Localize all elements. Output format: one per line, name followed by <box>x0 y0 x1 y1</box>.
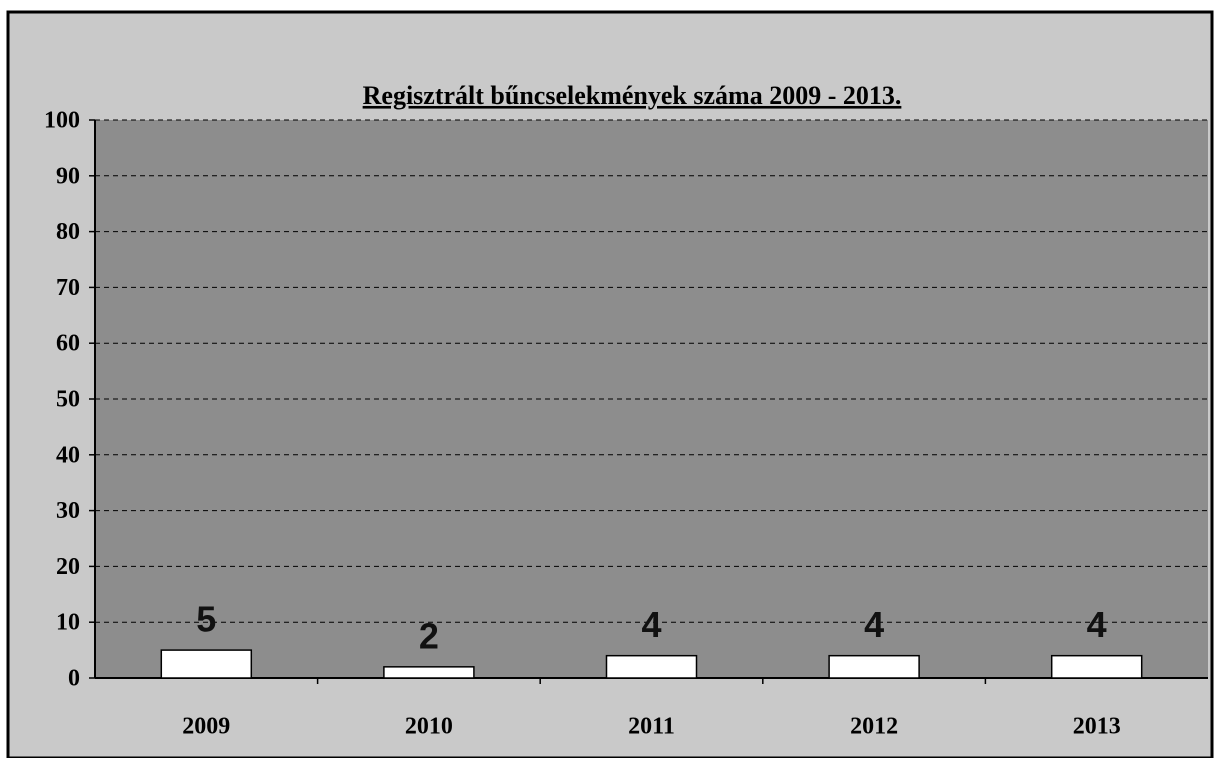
y-tick-label: 10 <box>56 610 80 636</box>
data-label: 4 <box>864 604 884 645</box>
y-tick-label: 90 <box>56 163 80 189</box>
data-label: 5 <box>196 599 216 640</box>
x-tick-label: 2012 <box>850 714 898 740</box>
y-tick-label: 50 <box>56 387 80 413</box>
chart-title: Regisztrált bűncselekmények száma 2009 -… <box>363 81 902 110</box>
y-tick-label: 80 <box>56 219 80 245</box>
bar <box>160 649 253 679</box>
y-tick-label: 70 <box>56 275 80 301</box>
bar <box>383 666 475 679</box>
x-tick-label: 2011 <box>628 714 675 740</box>
data-label: 4 <box>641 604 661 645</box>
data-label: 4 <box>1087 604 1107 645</box>
y-tick-label: 100 <box>44 108 80 134</box>
x-tick-label: 2013 <box>1073 714 1121 740</box>
y-tick-label: 30 <box>56 498 80 524</box>
data-label: 2 <box>419 615 439 656</box>
x-tick-label: 2009 <box>182 714 230 740</box>
bar <box>1050 654 1143 679</box>
y-tick-label: 60 <box>56 331 80 357</box>
y-tick-label: 20 <box>56 554 80 580</box>
x-tick-label: 2010 <box>405 714 453 740</box>
y-tick-label: 40 <box>56 442 80 468</box>
bar <box>605 654 698 679</box>
y-tick-label: 0 <box>68 666 80 692</box>
bar <box>828 654 920 679</box>
